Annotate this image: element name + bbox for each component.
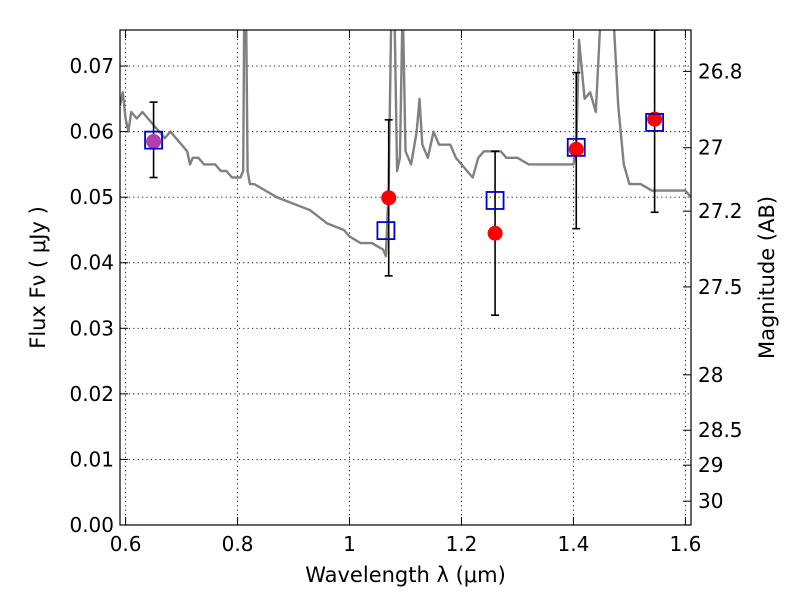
x-axis-label: Wavelength λ (μm) xyxy=(305,563,506,587)
y2-tick-label: 30 xyxy=(698,489,723,513)
y2-tick-label: 28.5 xyxy=(698,418,743,442)
y2-tick-label: 27.5 xyxy=(698,275,743,299)
model-flux-square xyxy=(485,191,505,210)
y-tick-label: 0.05 xyxy=(69,185,114,209)
plot-frame xyxy=(119,29,692,526)
axis-ticks xyxy=(120,30,691,526)
y-tick-label: 0.07 xyxy=(69,54,114,78)
x-tick-label: 1.6 xyxy=(669,532,701,556)
observed-flux-point xyxy=(146,133,162,149)
y-tick-label: 0.00 xyxy=(69,513,114,537)
model-flux-square xyxy=(144,130,163,150)
y-tick-label: 0.03 xyxy=(69,316,114,340)
observed-flux-point xyxy=(568,141,584,157)
x-tick-label: 0.6 xyxy=(110,532,142,556)
observed-flux-point xyxy=(381,190,397,206)
y-tick-label: 0.06 xyxy=(69,120,114,144)
observed-flux-point xyxy=(647,111,663,127)
plot-area xyxy=(120,30,691,316)
y2-axis-label: Magnitude (AB) xyxy=(755,196,779,359)
y2-tick-label: 29 xyxy=(698,453,723,477)
x-tick-label: 0.8 xyxy=(222,532,254,556)
x-tick-label: 1 xyxy=(343,532,356,556)
y2-tick-label: 28 xyxy=(698,363,723,387)
y2-tick-label: 27 xyxy=(698,136,723,160)
model-flux-square xyxy=(566,137,586,157)
y-tick-label: 0.04 xyxy=(69,251,114,275)
y-axis-label: Flux Fν ( μJy ) xyxy=(26,206,50,349)
x-tick-label: 1.4 xyxy=(558,532,590,556)
observed-flux-point xyxy=(487,225,503,241)
y-tick-label: 0.01 xyxy=(69,447,114,471)
x-tick-label: 1.2 xyxy=(446,532,478,556)
y-tick-label: 0.02 xyxy=(69,382,114,406)
y2-tick-label: 27.2 xyxy=(698,199,743,223)
model-flux-square xyxy=(376,221,396,241)
model-flux-square xyxy=(645,113,665,132)
y2-tick-label: 26.8 xyxy=(698,59,743,83)
